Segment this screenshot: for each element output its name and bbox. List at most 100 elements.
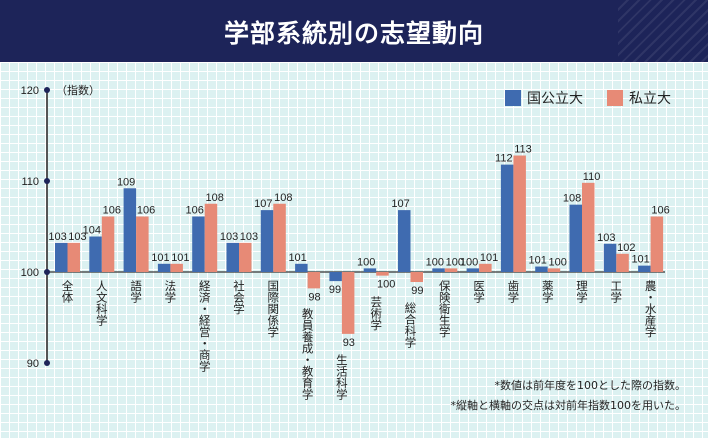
bar-national: [89, 236, 102, 272]
legend-label-national: 国公立大: [527, 91, 583, 107]
bar-private: [307, 272, 321, 289]
data-label: 101: [631, 254, 649, 266]
bar-private: [650, 216, 664, 272]
data-label: 110: [583, 171, 601, 183]
bar-national: [466, 268, 480, 272]
category-label: 理学: [575, 280, 589, 303]
y-tick-label: 100: [21, 267, 39, 279]
data-label: 100: [357, 256, 375, 268]
y-tick-dot: [44, 269, 50, 275]
category-label: 医学: [472, 280, 487, 303]
category-label: 歯学: [506, 280, 521, 303]
data-label: 100: [460, 256, 478, 268]
y-tick-label: 120: [21, 85, 39, 97]
bar-private: [273, 203, 286, 272]
data-label: 107: [391, 198, 409, 210]
data-label: 108: [206, 192, 224, 204]
category-label: 法学: [163, 280, 178, 303]
category-label: 経済・経営・商学: [197, 280, 212, 372]
category-label: 国際関係学: [266, 280, 281, 338]
bar-national: [192, 216, 205, 272]
bar-private: [341, 272, 355, 334]
category-label: 農・水産学: [643, 280, 658, 338]
bar-national: [363, 268, 377, 272]
y-tick-dot: [44, 178, 50, 184]
title-banner: 学部系統別の志望動向: [0, 0, 708, 62]
y-tick-dot: [44, 87, 50, 93]
data-label: 102: [617, 242, 635, 254]
bar-national: [260, 210, 274, 272]
data-label: 104: [83, 225, 101, 237]
data-label: 101: [171, 252, 189, 264]
bar-private: [239, 242, 252, 272]
bar-private: [582, 182, 595, 272]
bar-national: [535, 266, 548, 272]
data-label: 103: [68, 231, 86, 243]
bar-private: [616, 253, 629, 272]
data-label: 100: [377, 279, 395, 291]
bar-private: [376, 272, 389, 276]
bar-private: [101, 216, 115, 272]
data-label: 101: [151, 252, 169, 264]
bar-national: [432, 268, 445, 272]
data-label: 103: [220, 231, 238, 243]
y-tick-label: 110: [21, 176, 39, 188]
data-label: 106: [137, 204, 155, 216]
data-label: 107: [254, 198, 272, 210]
bar-private: [513, 155, 526, 272]
bar-national: [500, 164, 514, 272]
legend-swatch-national: [505, 90, 521, 106]
data-label: 106: [103, 204, 121, 216]
y-axis-label: （指数）: [56, 83, 100, 97]
legend-label-private: 私立大: [629, 91, 671, 107]
bar-national: [329, 272, 342, 282]
plot-area: [0, 62, 708, 438]
bar-national: [55, 242, 68, 272]
data-label: 100: [549, 256, 567, 268]
data-label: 101: [288, 252, 306, 264]
bar-private: [479, 263, 492, 272]
bar-national: [603, 243, 617, 272]
data-label: 100: [426, 256, 444, 268]
bar-private: [67, 242, 80, 272]
data-label: 98: [308, 291, 320, 303]
footnote-2: *縦軸と横軸の交点は対前年指数100を用いた。: [450, 399, 687, 412]
legend-swatch-private: [607, 90, 623, 106]
bar-national: [295, 263, 308, 272]
category-label: 語学: [129, 280, 144, 303]
data-label: 93: [343, 337, 355, 349]
data-label: 103: [48, 231, 66, 243]
data-label: 109: [117, 176, 135, 188]
bar-private: [204, 203, 218, 272]
category-label: 教員養成・教育学: [300, 308, 315, 401]
footnotes: *数値は前年度を100とした際の指数。 *縦軸と横軸の交点は対前年指数100を用…: [451, 376, 687, 416]
bar-national: [569, 204, 582, 272]
y-tick-label: 90: [27, 358, 39, 370]
bar-national: [398, 210, 411, 272]
decorative-stripes: [618, 0, 708, 62]
data-label: 106: [651, 204, 669, 216]
bar-national: [123, 188, 137, 272]
category-label: 芸術学: [369, 295, 384, 331]
bar-private: [170, 263, 183, 272]
category-label: 薬学: [540, 280, 555, 303]
category-label: 社会学: [232, 280, 246, 315]
data-label: 100: [446, 256, 464, 268]
footnote-1: *数値は前年度を100とした際の指数。: [494, 379, 687, 392]
data-label: 108: [274, 192, 292, 204]
category-label: 工学: [609, 280, 624, 303]
data-label: 99: [411, 285, 423, 297]
bar-national: [226, 242, 239, 272]
chart-title: 学部系統別の志望動向: [223, 19, 484, 48]
bar-private: [444, 268, 458, 272]
data-label: 99: [329, 284, 341, 296]
category-label: 生活科学: [334, 353, 349, 400]
bar-national: [157, 263, 171, 272]
data-label: 113: [514, 144, 532, 156]
data-label: 112: [495, 153, 513, 165]
category-label: 保険衛生学: [437, 280, 452, 338]
bar-national: [638, 265, 651, 272]
y-tick-dot: [44, 360, 50, 366]
category-label: 総合科学: [403, 302, 418, 348]
